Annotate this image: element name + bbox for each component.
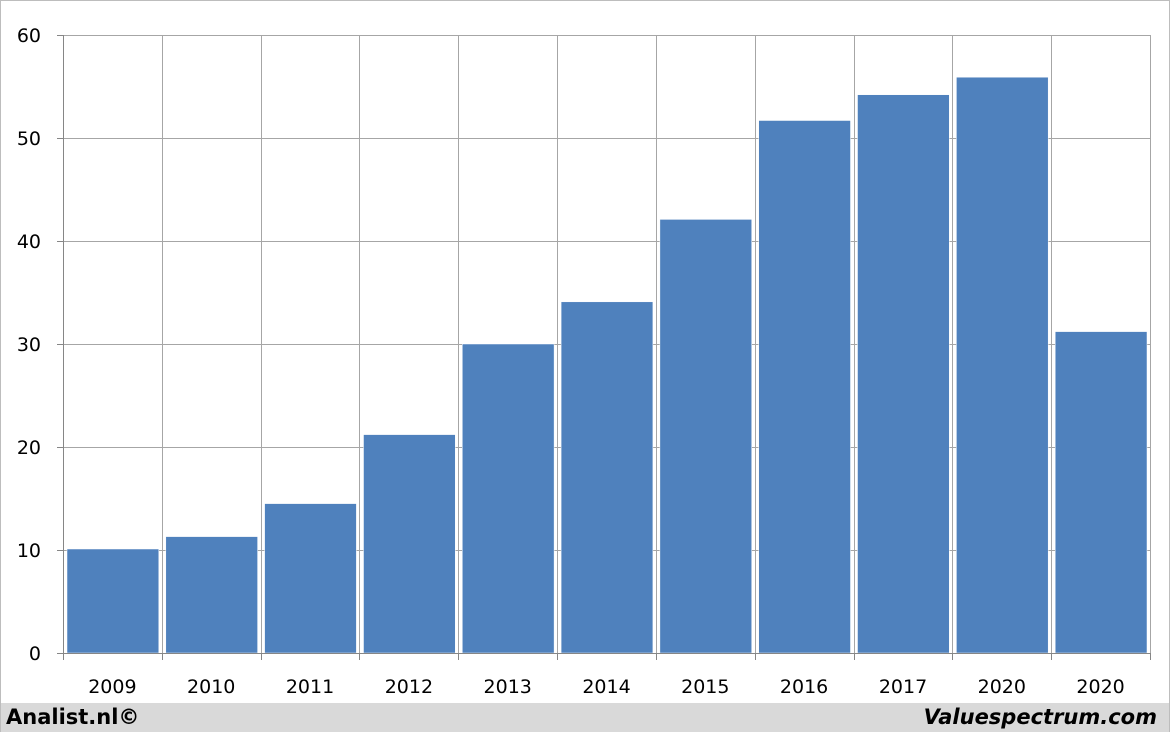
x-tick-label-7: 2015: [681, 676, 729, 698]
x-tick-label-9: 2017: [879, 676, 927, 698]
footer-bar: Analist.nl© Valuespectrum.com: [1, 703, 1169, 732]
x-tick-label-11: 2020: [1076, 676, 1124, 698]
x-tick-label-4: 2012: [385, 676, 433, 698]
bar-1-2009: [66, 548, 160, 654]
x-tick-label-1: 2009: [88, 676, 136, 698]
y-tick-label-50: 50: [17, 128, 41, 150]
tick-labels: 0 10 20 30 40 50 60 2009 2010 2011 2012 2013 2014 201…: [17, 25, 1125, 698]
bar-chart: 0 10 20 30 40 50 60 2009 2010 2011 2012 2013 2014 201…: [17, 25, 1151, 698]
x-tick-label-8: 2016: [780, 676, 828, 698]
y-tick-label-30: 30: [17, 334, 41, 356]
bar-4-2012: [363, 434, 456, 654]
footer-source-right: Valuespectrum.com: [923, 705, 1157, 729]
y-tick-label-40: 40: [17, 231, 41, 253]
axes: [57, 35, 1151, 660]
y-tick-label-20: 20: [17, 437, 41, 459]
grid-lines: [63, 35, 1151, 653]
bar-9-2017: [857, 94, 950, 654]
footer-source-left: Analist.nl©: [6, 705, 140, 729]
bar-10-2020: [956, 76, 1049, 654]
x-tick-label-2: 2010: [187, 676, 235, 698]
bars: [66, 76, 1148, 654]
bar-7-2015: [659, 219, 752, 654]
bar-3-2011: [264, 503, 357, 654]
bar-2-2010: [165, 536, 258, 654]
x-tick-label-10: 2020: [978, 676, 1026, 698]
y-tick-label-0: 0: [29, 643, 41, 665]
x-tick-label-6: 2014: [582, 676, 630, 698]
y-tick-label-10: 10: [17, 540, 41, 562]
bar-11-2020: [1054, 331, 1148, 654]
bar-6-2014: [560, 301, 654, 654]
bar-8-2016: [758, 120, 851, 654]
x-tick-label-3: 2011: [286, 676, 334, 698]
y-tick-label-60: 60: [17, 25, 41, 47]
x-tick-label-5: 2013: [484, 676, 532, 698]
bar-5-2013: [462, 343, 555, 654]
